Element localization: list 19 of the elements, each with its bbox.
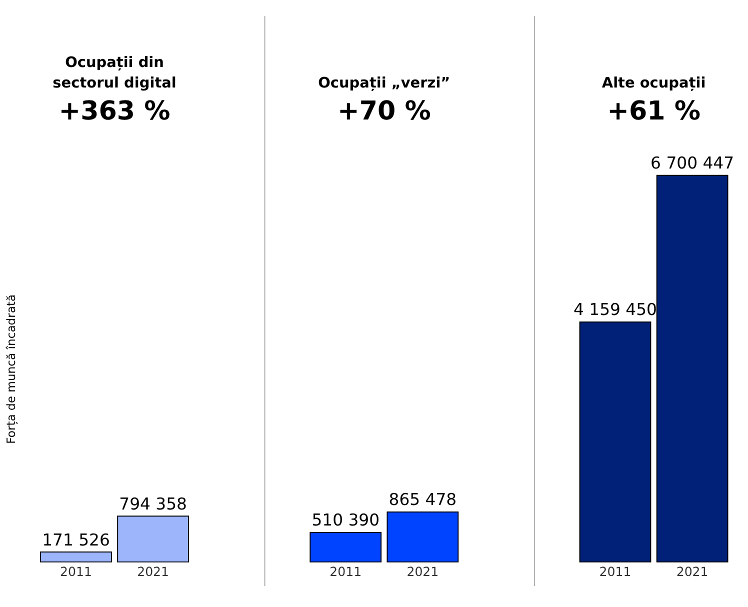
x-tick-label: 2011 — [60, 564, 92, 579]
x-tick-label: 2021 — [676, 564, 708, 579]
x-tick-label: 2021 — [137, 564, 170, 579]
x-tick-label: 2021 — [406, 564, 439, 579]
data-label: 171 526 — [42, 530, 110, 550]
x-tick-label: 2011 — [330, 564, 362, 579]
data-label: 6 700 447 — [650, 154, 734, 173]
chart-subtitle: +61 % — [607, 96, 700, 126]
chart-title: Ocupații „verzi” — [318, 75, 450, 92]
chart-title: Ocupații din sectorul digital — [52, 55, 176, 92]
data-label: 4 159 450 — [573, 300, 657, 320]
data-label: 510 390 — [312, 510, 380, 530]
y-axis-title: Forța de muncă încadrată — [4, 294, 18, 444]
data-label: 794 358 — [119, 494, 187, 514]
chart-subtitle: +70 % — [337, 96, 431, 126]
chart-title: Alte ocupații — [602, 75, 706, 92]
chart-subtitle: +363 % — [58, 96, 170, 126]
x-tick-label: 2011 — [599, 564, 632, 579]
data-label: 865 478 — [388, 490, 457, 510]
